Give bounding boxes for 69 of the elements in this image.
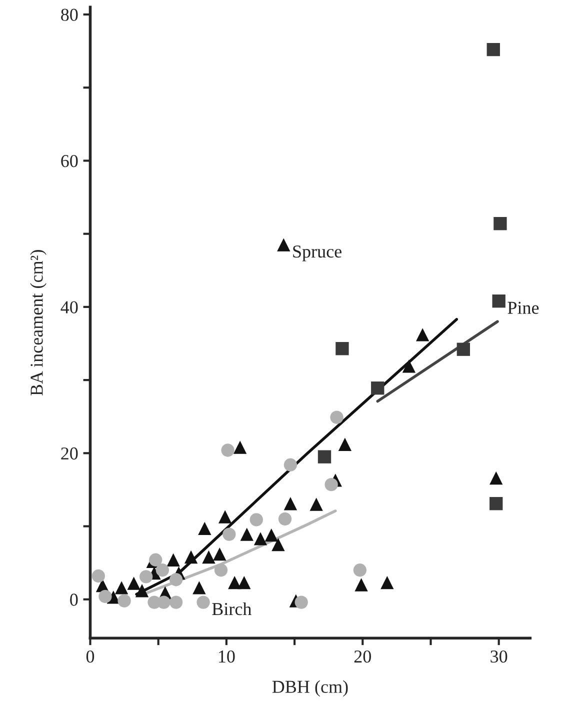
- point: [354, 578, 368, 592]
- point: [402, 360, 416, 373]
- point: [98, 590, 112, 604]
- point: [277, 238, 290, 252]
- point: [284, 458, 298, 472]
- point: [184, 550, 198, 564]
- point: [196, 596, 210, 609]
- point: [228, 576, 242, 590]
- point: [198, 522, 212, 536]
- x-tick-label: 10: [219, 650, 235, 663]
- point: [318, 450, 332, 464]
- point: [166, 553, 180, 566]
- y-tick-label: 40: [60, 301, 78, 314]
- point: [324, 478, 338, 492]
- point: [157, 596, 170, 609]
- point: [250, 513, 263, 526]
- point: [156, 564, 170, 577]
- point: [330, 410, 344, 424]
- y-tick-label: 80: [61, 8, 78, 21]
- y-tick-label: 0: [70, 594, 78, 606]
- point: [169, 596, 183, 609]
- point: [240, 528, 254, 541]
- point: [371, 382, 384, 395]
- point: [490, 497, 503, 510]
- point: [238, 576, 251, 590]
- point: [486, 42, 500, 56]
- point: [149, 553, 162, 566]
- point: [278, 512, 292, 526]
- point: [214, 564, 228, 577]
- point: [310, 498, 323, 511]
- point: [338, 438, 352, 451]
- point: [92, 569, 105, 583]
- point: [192, 581, 206, 594]
- point: [490, 471, 503, 485]
- point: [416, 328, 430, 342]
- point: [135, 584, 149, 598]
- point: [456, 342, 470, 356]
- point: [272, 538, 285, 552]
- annotation: Birch: [212, 602, 252, 616]
- y-tick-label: 60: [61, 154, 78, 168]
- point: [380, 576, 394, 590]
- annotation: Spruce: [293, 246, 342, 262]
- point: [221, 444, 234, 457]
- point: [222, 528, 236, 541]
- point: [284, 497, 298, 510]
- point: [213, 547, 226, 561]
- point: [127, 576, 140, 590]
- point: [118, 594, 131, 608]
- point: [233, 440, 247, 454]
- point: [336, 342, 349, 356]
- point: [139, 570, 153, 584]
- point: [254, 532, 268, 546]
- point: [218, 510, 232, 524]
- point: [492, 294, 506, 308]
- point: [264, 528, 278, 542]
- y-axis-title: BA inceament (cm²): [30, 250, 46, 396]
- x-tick-label: 20: [354, 650, 371, 663]
- annotation: Pine: [508, 302, 539, 314]
- point: [202, 550, 216, 564]
- point: [114, 581, 128, 594]
- point: [294, 596, 308, 609]
- point: [353, 564, 366, 577]
- point: [169, 573, 183, 586]
- point: [494, 216, 507, 230]
- x-axis-title: DBH (cm): [272, 680, 348, 697]
- line-series: [135, 318, 458, 596]
- x-tick-label: 0: [86, 650, 94, 663]
- y-tick-label: 20: [61, 447, 78, 460]
- x-tick-label: 30: [490, 650, 508, 663]
